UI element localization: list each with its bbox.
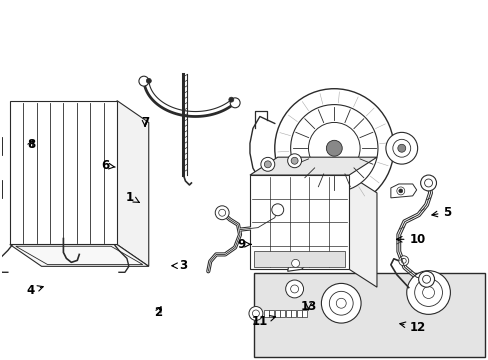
Text: 7: 7 (141, 116, 149, 129)
Circle shape (291, 260, 299, 267)
Circle shape (290, 157, 298, 164)
Circle shape (325, 140, 342, 156)
Circle shape (328, 291, 352, 315)
Circle shape (228, 97, 233, 102)
Circle shape (260, 157, 274, 171)
Circle shape (215, 206, 229, 220)
Text: 13: 13 (300, 300, 316, 313)
Circle shape (248, 306, 263, 320)
Circle shape (385, 132, 417, 164)
Circle shape (336, 298, 346, 308)
Polygon shape (0, 180, 2, 198)
Polygon shape (249, 175, 348, 269)
Text: 9: 9 (237, 238, 250, 251)
Polygon shape (287, 257, 305, 271)
Text: 3: 3 (171, 259, 187, 272)
Circle shape (401, 258, 406, 263)
Polygon shape (10, 100, 117, 244)
Bar (269, 310, 274, 317)
Circle shape (321, 283, 360, 323)
Bar (264, 310, 268, 317)
Circle shape (396, 187, 404, 195)
Bar (280, 310, 285, 317)
Text: 4: 4 (26, 284, 43, 297)
Circle shape (418, 271, 434, 287)
Polygon shape (249, 157, 376, 175)
Bar (254, 273, 484, 357)
Polygon shape (0, 136, 2, 155)
Circle shape (230, 98, 240, 108)
Text: 11: 11 (251, 315, 275, 328)
Bar (253, 251, 345, 267)
Circle shape (308, 122, 359, 174)
Bar (274, 310, 279, 317)
Circle shape (290, 105, 377, 192)
Bar (296, 310, 301, 317)
Text: 1: 1 (125, 191, 139, 204)
Circle shape (398, 256, 408, 266)
Circle shape (422, 287, 434, 298)
Bar (302, 310, 306, 317)
Text: 5: 5 (431, 206, 451, 219)
Circle shape (146, 78, 151, 83)
Circle shape (397, 144, 405, 152)
Bar (285, 310, 290, 317)
Polygon shape (348, 175, 376, 287)
Polygon shape (390, 184, 416, 198)
Circle shape (218, 209, 225, 216)
Circle shape (290, 285, 298, 293)
Circle shape (139, 76, 148, 86)
Text: 10: 10 (396, 233, 425, 246)
Circle shape (271, 204, 283, 216)
Circle shape (414, 279, 442, 306)
Circle shape (285, 280, 303, 298)
Circle shape (406, 271, 449, 314)
Circle shape (392, 139, 410, 157)
Circle shape (422, 275, 429, 283)
Circle shape (287, 154, 301, 168)
Polygon shape (10, 244, 148, 266)
Text: 12: 12 (399, 321, 425, 334)
Circle shape (252, 310, 259, 317)
Bar (290, 310, 296, 317)
Text: 8: 8 (27, 138, 35, 151)
Polygon shape (117, 100, 148, 266)
Circle shape (264, 161, 271, 168)
Circle shape (420, 175, 436, 191)
Circle shape (398, 189, 402, 193)
Circle shape (274, 89, 393, 208)
Text: 6: 6 (101, 159, 115, 172)
Circle shape (424, 179, 432, 187)
Text: 2: 2 (154, 306, 162, 319)
